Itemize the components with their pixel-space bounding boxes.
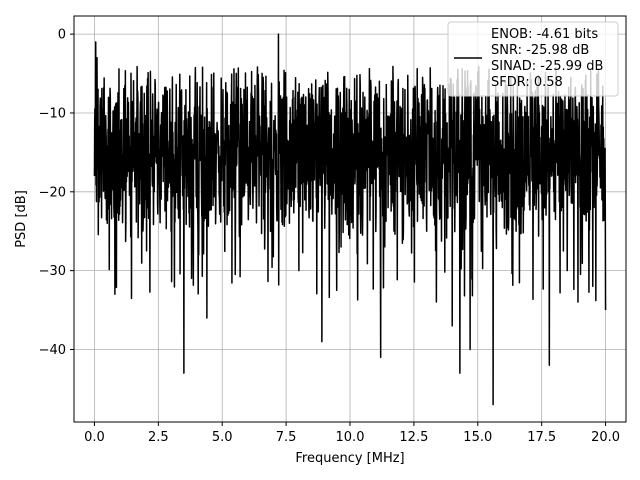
y-tick-label: −30 bbox=[39, 264, 66, 279]
y-axis-ticks: 0 −10 −20 −30 −40 bbox=[39, 28, 74, 358]
y-tick-label: 0 bbox=[58, 28, 66, 43]
x-tick-label: 5.0 bbox=[212, 430, 233, 445]
legend-sinad: SINAD: -25.99 dB bbox=[491, 59, 603, 74]
legend-snr: SNR: -25.98 dB bbox=[491, 43, 589, 58]
y-tick-label: −20 bbox=[39, 185, 66, 200]
legend: ENOB: -4.61 bits SNR: -25.98 dB SINAD: -… bbox=[447, 21, 619, 97]
x-axis-label: Frequency [MHz] bbox=[295, 451, 404, 466]
x-tick-label: 2.5 bbox=[148, 430, 169, 445]
y-tick-label: −10 bbox=[39, 106, 66, 121]
legend-enob: ENOB: -4.61 bits bbox=[491, 27, 598, 42]
x-tick-label: 0.0 bbox=[84, 430, 105, 445]
series-layer bbox=[93, 33, 607, 406]
x-tick-label: 7.5 bbox=[276, 430, 297, 445]
y-axis-label: PSD [dB] bbox=[14, 190, 29, 248]
x-tick-label: 15.0 bbox=[463, 430, 492, 445]
y-tick-label: −40 bbox=[39, 343, 66, 358]
x-axis-ticks: 0.0 2.5 5.0 7.5 10.0 12.5 15.0 17.5 20.0 bbox=[84, 422, 620, 445]
psd-series-line bbox=[93, 33, 607, 406]
legend-box bbox=[447, 21, 619, 97]
x-tick-label: 17.5 bbox=[527, 430, 556, 445]
x-tick-label: 10.0 bbox=[336, 430, 365, 445]
x-tick-label: 12.5 bbox=[399, 430, 428, 445]
legend-sfdr: SFDR: 0.58 bbox=[491, 75, 563, 90]
x-tick-label: 20.0 bbox=[591, 430, 620, 445]
